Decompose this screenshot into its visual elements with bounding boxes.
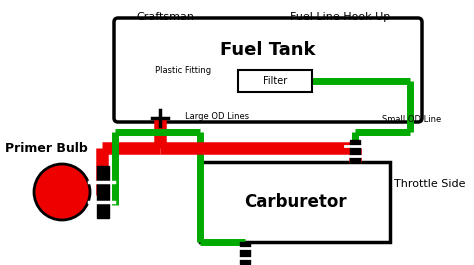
Bar [240,242,250,264]
Bar [350,140,360,162]
Text: Fuel Tank: Fuel Tank [220,41,316,59]
Text: Filter: Filter [263,76,287,86]
Text: Carburetor: Carburetor [244,193,346,211]
Text: Large OD Lines: Large OD Lines [185,112,249,121]
Bar [200,162,390,242]
FancyBboxPatch shape [114,18,422,122]
Text: Craftsman: Craftsman [136,12,194,22]
Text: Plastic Fitting: Plastic Fitting [155,66,211,75]
Text: Primer Bulb: Primer Bulb [5,142,88,154]
Text: Throttle Side: Throttle Side [394,179,465,189]
Circle shape [34,164,90,220]
Text: Small OD Line: Small OD Line [382,116,441,125]
Bar [238,70,312,92]
Bar [97,166,109,218]
Text: Choke Side: Choke Side [208,143,286,156]
Text: Fuel Line Hook Up: Fuel Line Hook Up [290,12,390,22]
